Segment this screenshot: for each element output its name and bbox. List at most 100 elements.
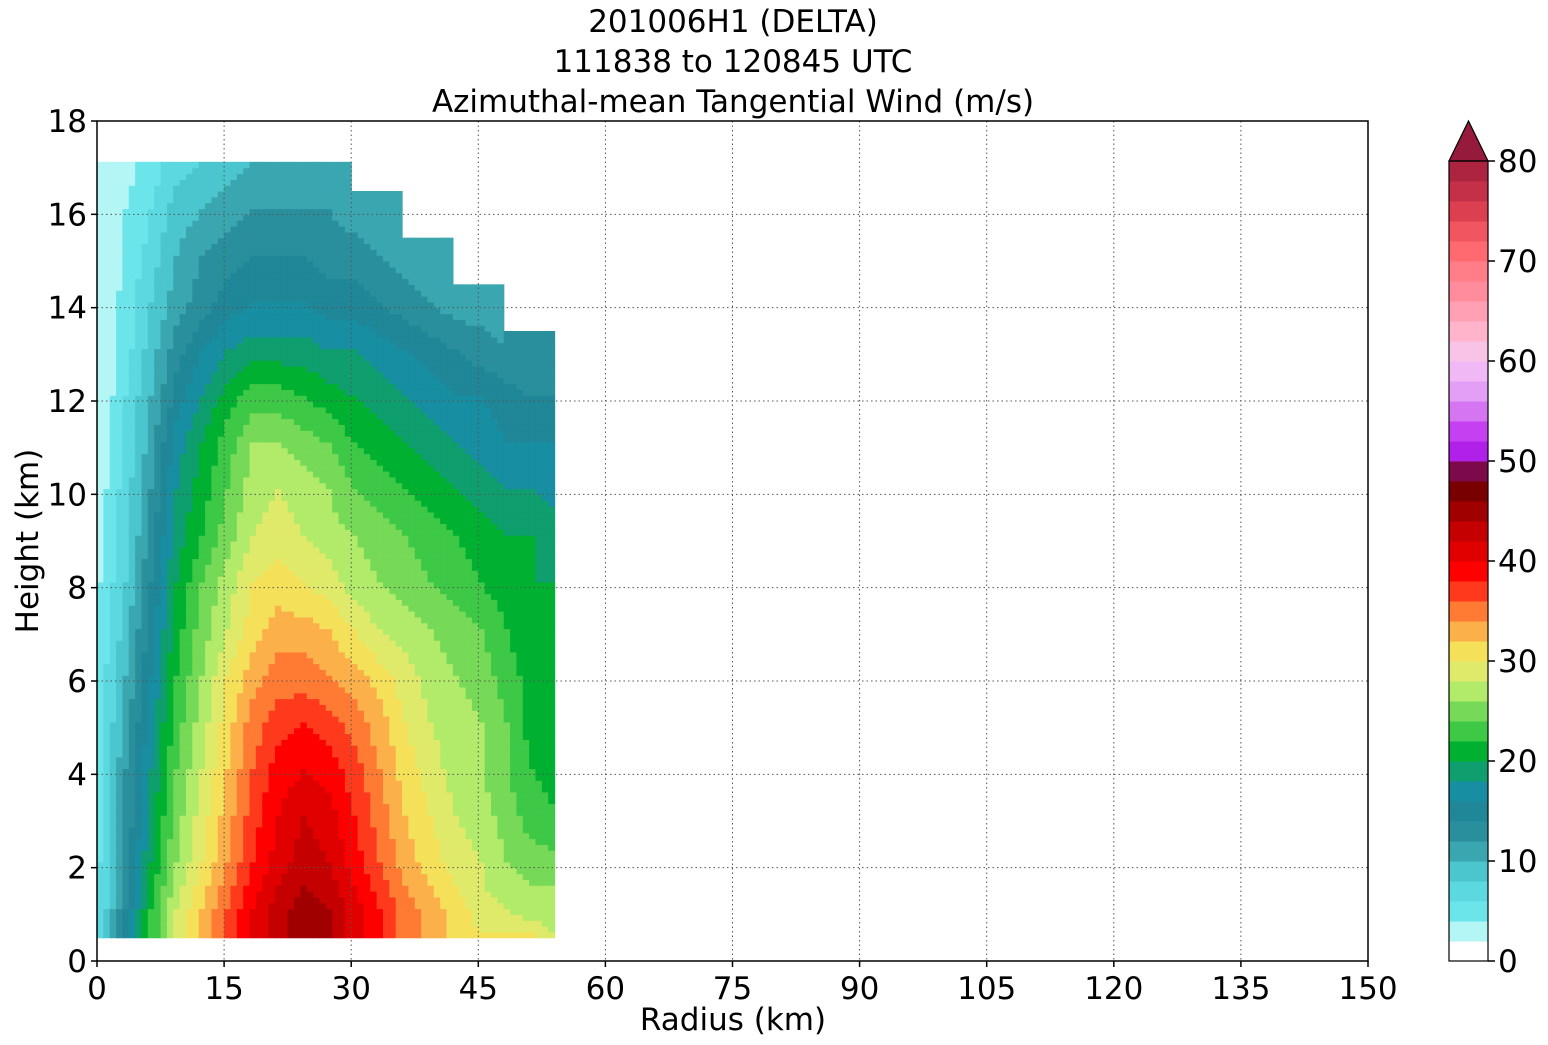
field-cell <box>198 564 206 571</box>
field-cell <box>147 616 155 624</box>
field-cell <box>427 920 435 927</box>
field-cell <box>154 727 162 735</box>
field-cell <box>325 564 333 571</box>
field-cell <box>433 651 441 659</box>
field-cell <box>192 844 200 851</box>
field-cell <box>306 873 314 880</box>
field-cell <box>179 861 187 869</box>
field-cell <box>414 552 422 560</box>
field-cell <box>338 751 346 758</box>
field-cell <box>414 861 422 869</box>
field-cell <box>541 873 549 880</box>
field-cell <box>313 698 321 705</box>
field-cell <box>491 541 498 548</box>
field-cell <box>313 803 321 810</box>
field-cell <box>154 838 162 845</box>
field-cell <box>338 576 346 583</box>
field-cell <box>255 640 263 647</box>
field-cell <box>249 791 257 799</box>
field-cell <box>344 616 352 624</box>
field-cell <box>109 815 117 822</box>
field-cell <box>236 902 244 910</box>
field-cell <box>478 926 486 933</box>
field-cell <box>319 587 327 595</box>
field-cell <box>491 838 498 845</box>
field-cell <box>249 856 257 863</box>
field-cell <box>459 552 467 560</box>
field-cell <box>147 628 155 635</box>
field-cell <box>529 733 537 740</box>
field-cell <box>185 628 193 635</box>
field-cell <box>497 745 505 752</box>
field-cell <box>548 873 556 880</box>
field-cell <box>243 803 251 810</box>
field-cell <box>230 762 238 770</box>
field-cell <box>313 710 321 717</box>
field-cell <box>300 716 308 723</box>
field-cell <box>116 879 124 886</box>
field-cell <box>370 651 378 659</box>
field-cell <box>192 815 200 822</box>
field-cell <box>122 914 130 921</box>
field-cell <box>141 908 149 915</box>
field-cell <box>205 599 212 606</box>
field-cell <box>173 768 181 775</box>
field-cell <box>154 576 162 583</box>
field-cell <box>529 838 537 845</box>
field-cell <box>249 663 257 670</box>
field-cell <box>541 634 549 641</box>
field-cell <box>522 710 530 717</box>
field-cell <box>363 727 371 735</box>
field-cell <box>478 762 486 770</box>
field-cell <box>243 564 251 571</box>
field-cell <box>446 745 454 752</box>
field-cell <box>116 669 124 676</box>
field-cell <box>452 815 460 822</box>
field-cell <box>249 698 257 705</box>
field-cell <box>478 797 486 805</box>
field-cell <box>338 879 346 886</box>
field-cell <box>478 867 486 875</box>
field-cell <box>287 669 295 676</box>
field-cell <box>192 546 200 554</box>
field-cell <box>370 873 378 880</box>
field-cell <box>268 634 276 641</box>
field-cell <box>459 605 467 612</box>
field-cell <box>465 739 473 746</box>
field-cell <box>433 756 441 764</box>
field-cell <box>211 774 219 781</box>
field-cell <box>446 634 454 641</box>
field-cell <box>363 914 371 921</box>
field-cell <box>243 768 251 775</box>
field-cell <box>344 581 352 589</box>
field-cell <box>128 821 136 828</box>
field-cell <box>255 686 263 694</box>
field-cell <box>217 599 225 606</box>
field-cell <box>294 791 301 799</box>
field-cell <box>268 780 276 787</box>
field-cell <box>408 902 416 910</box>
field-cell <box>230 570 238 577</box>
field-cell <box>357 669 365 676</box>
field-cell <box>471 593 479 600</box>
field-cell <box>325 541 333 548</box>
field-cell <box>338 791 346 799</box>
field-cell <box>376 803 384 810</box>
field-cell <box>122 529 130 536</box>
field-cell <box>516 611 524 618</box>
field-cell <box>402 797 409 805</box>
field-cell <box>313 616 321 624</box>
field-cell <box>97 803 104 810</box>
field-cell <box>154 716 162 723</box>
field-cell <box>414 891 422 898</box>
field-cell <box>402 768 409 775</box>
field-cell <box>306 914 314 921</box>
field-cell <box>198 681 206 688</box>
field-cell <box>414 844 422 851</box>
field-cell <box>516 745 524 752</box>
field-cell <box>402 739 409 746</box>
field-cell <box>217 558 225 565</box>
field-cell <box>370 826 378 834</box>
field-cell <box>109 628 117 635</box>
field-cell <box>192 797 200 805</box>
